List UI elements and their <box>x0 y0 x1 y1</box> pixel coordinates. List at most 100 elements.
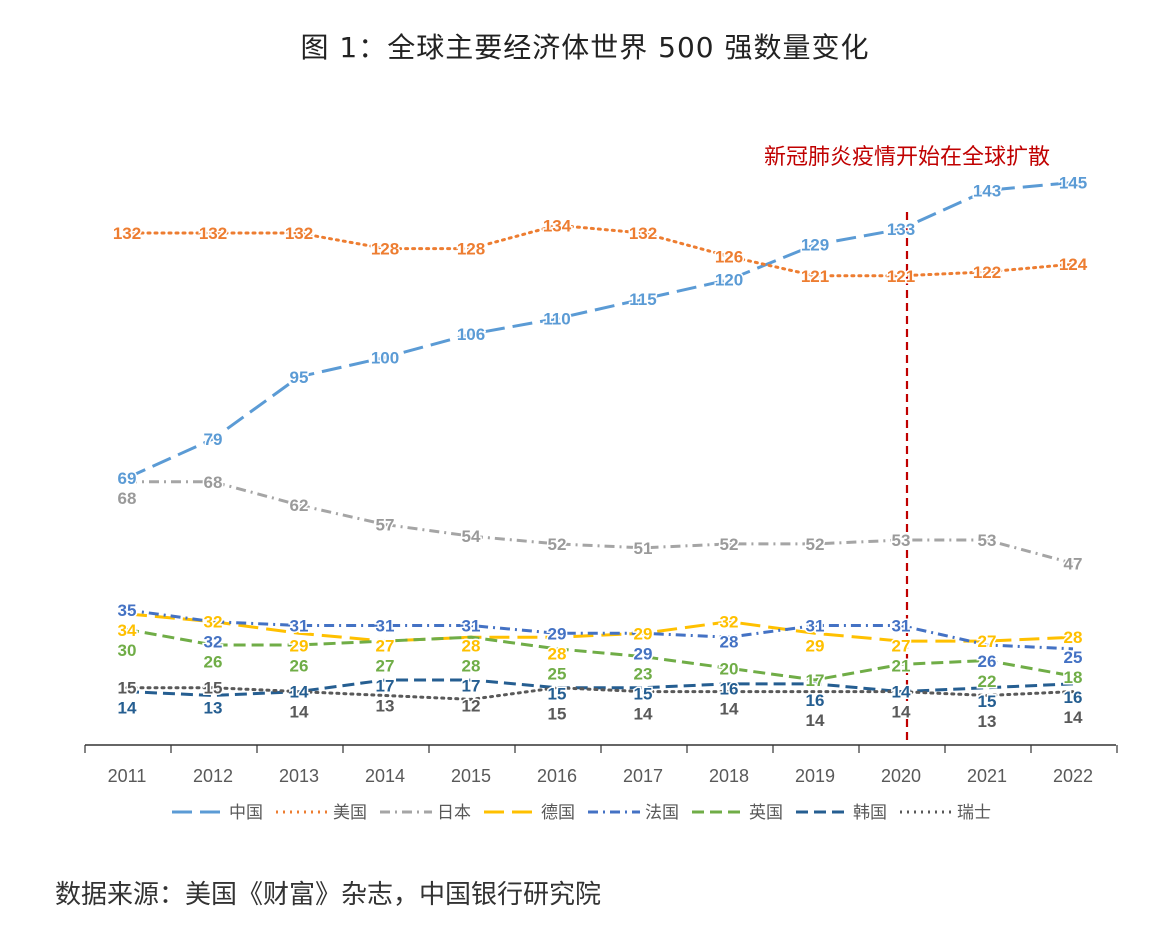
data-label: 133 <box>887 220 915 239</box>
series-line-美国 <box>125 223 1075 278</box>
data-label: 25 <box>548 664 567 683</box>
data-label: 54 <box>462 527 481 546</box>
data-label: 23 <box>634 664 653 683</box>
data-label: 15 <box>978 692 997 711</box>
data-label: 29 <box>290 637 309 656</box>
x-tick-label: 2016 <box>537 766 577 786</box>
data-label: 28 <box>462 637 481 656</box>
data-label: 26 <box>290 657 309 676</box>
series-line-法国 <box>126 608 1074 651</box>
series-line-中国 <box>126 181 1074 480</box>
x-tick-label: 2020 <box>881 766 921 786</box>
legend-item: 日本 <box>380 803 471 823</box>
data-label: 15 <box>118 679 137 698</box>
legend-item: 瑞士 <box>900 803 991 823</box>
legend-item: 中国 <box>172 803 263 823</box>
data-label: 128 <box>371 240 399 259</box>
data-label: 79 <box>204 430 223 449</box>
data-label: 29 <box>634 644 653 663</box>
data-label: 27 <box>376 637 395 656</box>
data-label: 13 <box>204 699 223 718</box>
data-label: 132 <box>199 224 227 243</box>
series-line-韩国 <box>126 678 1074 697</box>
data-label: 14 <box>118 699 137 718</box>
legend-label: 德国 <box>541 803 575 823</box>
data-label: 95 <box>290 368 309 387</box>
data-label: 28 <box>1064 628 1083 647</box>
x-tick-label: 2014 <box>365 766 405 786</box>
legend-label: 瑞士 <box>957 803 991 823</box>
legend-item: 英国 <box>692 803 783 823</box>
data-label: 52 <box>720 535 739 554</box>
data-label: 53 <box>978 531 997 550</box>
data-label: 132 <box>113 224 141 243</box>
data-label: 13 <box>376 697 395 716</box>
data-label: 32 <box>204 613 223 632</box>
data-label: 126 <box>715 247 743 266</box>
data-label: 62 <box>290 496 309 515</box>
chart-title: 图 1：全球主要经济体世界 500 强数量变化 <box>300 31 870 64</box>
data-label: 134 <box>543 216 572 235</box>
series-line-英国 <box>126 627 1074 682</box>
data-label: 15 <box>548 684 567 703</box>
data-label: 26 <box>204 653 223 672</box>
data-label: 15 <box>634 684 653 703</box>
data-label: 68 <box>118 489 137 508</box>
data-label: 20 <box>720 659 739 678</box>
data-label: 122 <box>973 263 1001 282</box>
x-tick-label: 2022 <box>1053 766 1093 786</box>
data-label: 68 <box>204 473 223 492</box>
legend-label: 韩国 <box>853 803 887 823</box>
data-label: 15 <box>204 679 223 698</box>
data-label: 16 <box>1064 688 1083 707</box>
data-label: 30 <box>118 641 137 660</box>
x-tick-label: 2013 <box>279 766 319 786</box>
data-label: 31 <box>462 617 481 636</box>
data-label: 14 <box>806 711 825 730</box>
data-label: 28 <box>548 644 567 663</box>
data-label: 16 <box>806 691 825 710</box>
data-label: 15 <box>548 704 567 723</box>
data-label: 16 <box>720 679 739 698</box>
x-tick-label: 2021 <box>967 766 1007 786</box>
legend-item: 法国 <box>588 803 679 823</box>
data-label: 52 <box>806 535 825 554</box>
data-label: 106 <box>457 325 485 344</box>
data-label: 14 <box>720 699 739 718</box>
x-tick-label: 2017 <box>623 766 663 786</box>
series-line-德国 <box>126 612 1074 643</box>
legend-label: 美国 <box>333 803 367 823</box>
data-label: 69 <box>118 469 137 488</box>
data-label: 27 <box>892 637 911 656</box>
data-label: 129 <box>801 236 829 255</box>
x-tick-label: 2011 <box>108 766 147 786</box>
data-label: 32 <box>720 613 739 632</box>
data-label: 31 <box>806 617 825 636</box>
data-label: 143 <box>973 181 1001 200</box>
x-tick-label: 2012 <box>193 766 233 786</box>
data-label: 145 <box>1059 174 1087 193</box>
data-label: 124 <box>1059 255 1088 274</box>
data-label: 14 <box>290 703 309 722</box>
data-label: 31 <box>376 617 395 636</box>
data-label: 12 <box>462 697 481 716</box>
annotation-text: 新冠肺炎疫情开始在全球扩散 <box>764 145 1050 170</box>
legend-label: 日本 <box>437 803 471 823</box>
data-label: 13 <box>978 712 997 731</box>
data-label: 100 <box>371 348 399 367</box>
series-line-日本 <box>127 480 1074 565</box>
data-label: 14 <box>634 704 653 723</box>
legend-item: 美国 <box>276 803 367 823</box>
data-label: 47 <box>1064 554 1083 573</box>
data-label: 22 <box>978 672 997 691</box>
data-label: 34 <box>118 621 137 640</box>
line-chart: 2011 2012 2013 2014 2015 2016 2017 2018 2019 2020… <box>84 145 1118 823</box>
data-label: 14 <box>1064 708 1083 727</box>
data-label: 27 <box>376 657 395 676</box>
data-label: 17 <box>376 677 395 696</box>
data-label: 132 <box>629 224 657 243</box>
legend-item: 德国 <box>484 803 575 823</box>
x-tick-label: 2015 <box>451 766 491 786</box>
data-label: 57 <box>376 515 395 534</box>
